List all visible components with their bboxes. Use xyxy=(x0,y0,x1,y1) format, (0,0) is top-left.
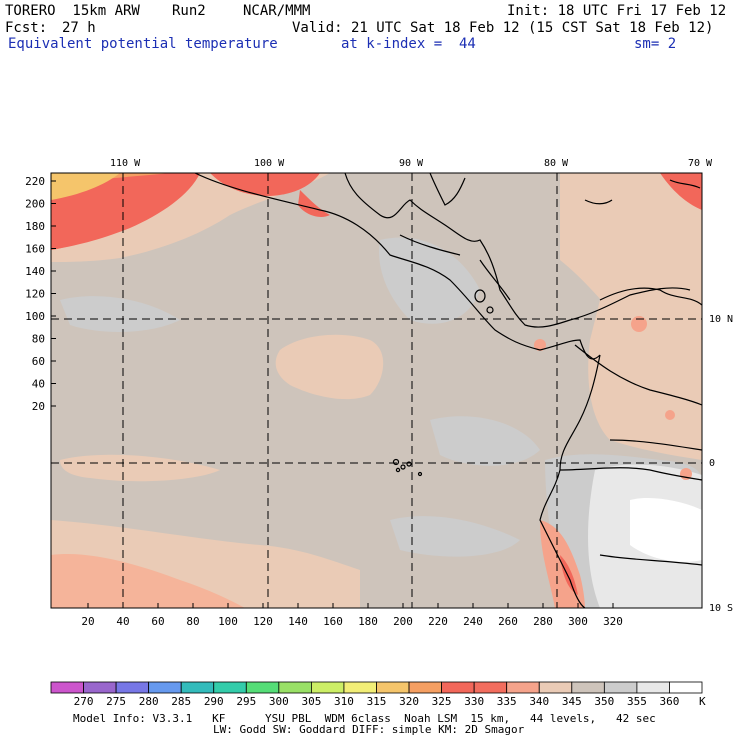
legend-swatch xyxy=(473,681,508,694)
valid-time: Valid: 21 UTC Sat 18 Feb 12 (15 CST Sat … xyxy=(292,20,714,36)
x-tick-label: 300 xyxy=(568,615,588,628)
lon-label: 80 W xyxy=(544,158,569,169)
legend-swatch xyxy=(603,681,638,694)
legend-swatch xyxy=(343,681,377,694)
legend-value: 315 xyxy=(367,695,387,708)
y-tick-label: 200 xyxy=(25,198,45,211)
field-name: Equivalent potential temperature xyxy=(8,36,278,52)
model-info-line: Model Info: V3.3.1 KF YSU PBL WDM 6class… xyxy=(73,712,656,725)
legend-value: 330 xyxy=(464,695,484,708)
x-tick-label: 20 xyxy=(81,615,94,628)
y-tick-label: 60 xyxy=(32,355,45,368)
legend-swatch xyxy=(376,681,410,694)
plot-frame xyxy=(50,172,703,609)
legend-unit: K xyxy=(699,695,706,708)
model-name: TORERO 15km ARW xyxy=(5,3,140,19)
legend-swatch xyxy=(115,681,150,694)
y-tick-label: 80 xyxy=(32,333,45,346)
y-tick-label: 160 xyxy=(25,243,45,256)
lon-label: 70 W xyxy=(688,158,713,169)
init-time: Init: 18 UTC Fri 17 Feb 12 xyxy=(507,3,727,19)
x-tick-label: 160 xyxy=(323,615,343,628)
graticule xyxy=(51,173,702,608)
legend-value: 290 xyxy=(204,695,224,708)
legend-value: 275 xyxy=(106,695,126,708)
legend-swatch xyxy=(441,681,475,694)
forecast-hours: 27 h xyxy=(62,20,96,36)
run-label: Run2 xyxy=(172,3,206,19)
legend-value: 270 xyxy=(74,695,94,708)
legend-swatch xyxy=(408,681,442,694)
lon-label: 90 W xyxy=(399,158,424,169)
legend-swatch xyxy=(310,681,345,694)
legend-value: 320 xyxy=(399,695,419,708)
lat-label: 10 S xyxy=(709,603,733,614)
x-tick-label: 220 xyxy=(428,615,448,628)
legend-value: 345 xyxy=(562,695,582,708)
y-axis-labels: 220 200 180 160 140 120 100 80 60 40 20 xyxy=(25,175,45,413)
y-tick-label: 120 xyxy=(25,288,45,301)
field-shading xyxy=(51,173,702,608)
y-tick-label: 100 xyxy=(25,310,45,323)
level-label: at k-index = 44 xyxy=(341,36,476,52)
lon-label: 100 W xyxy=(254,158,285,169)
legend-value: 305 xyxy=(301,695,321,708)
legend-swatch xyxy=(636,681,670,694)
legend-swatch xyxy=(538,681,573,694)
legend-swatch xyxy=(180,681,215,694)
legend-swatch xyxy=(245,681,280,694)
legend-swatch xyxy=(83,681,117,694)
legend-value: 350 xyxy=(594,695,614,708)
x-tick-label: 40 xyxy=(116,615,129,628)
x-tick-label: 240 xyxy=(463,615,483,628)
latitude-labels: 10 N 0 10 S xyxy=(709,314,733,614)
y-tick-label: 140 xyxy=(25,265,45,278)
legend-value: 335 xyxy=(497,695,517,708)
lon-label: 110 W xyxy=(110,158,141,169)
x-tick-label: 120 xyxy=(253,615,273,628)
y-tick-label: 40 xyxy=(32,378,45,391)
longitude-labels: 110 W 100 W 90 W 80 W 70 W xyxy=(110,158,713,169)
legend-swatch xyxy=(669,681,703,694)
x-tick-label: 280 xyxy=(533,615,553,628)
x-tick-label: 180 xyxy=(358,615,378,628)
x-tick-label: 320 xyxy=(603,615,623,628)
legend-swatch xyxy=(148,681,182,694)
x-tick-label: 200 xyxy=(393,615,413,628)
color-legend: 270 275 280 285 290 295 300 305 310 315 320 325 330 3… xyxy=(50,681,706,708)
y-tick-label: 220 xyxy=(25,175,45,188)
smoothing-label: sm= 2 xyxy=(634,36,677,52)
legend-swatch xyxy=(571,681,605,694)
x-axis-labels: 20 40 60 80 100 120 140 160 180 200 220 240 260 280 30… xyxy=(81,615,623,628)
lat-label: 0 xyxy=(709,458,715,469)
legend-value: 310 xyxy=(334,695,354,708)
legend-value: 355 xyxy=(627,695,647,708)
legend-value: 295 xyxy=(236,695,256,708)
legend-value: 340 xyxy=(529,695,549,708)
x-tick-label: 100 xyxy=(218,615,238,628)
y-tick-label: 20 xyxy=(32,400,45,413)
x-tick-label: 60 xyxy=(151,615,164,628)
org-label: NCAR/MMM xyxy=(243,3,311,19)
x-tick-label: 260 xyxy=(498,615,518,628)
legend-swatch xyxy=(50,681,84,694)
legend-swatch xyxy=(213,681,247,694)
x-tick-label: 80 xyxy=(186,615,199,628)
coastlines xyxy=(194,173,702,608)
forecast-label: Fcst: xyxy=(5,20,48,36)
lat-label: 10 N xyxy=(709,314,733,325)
y-tick-label: 180 xyxy=(25,220,45,233)
physics-info-line: LW: Godd SW: Goddard DIFF: simple KM: 2D… xyxy=(213,723,525,736)
legend-value: 325 xyxy=(432,695,452,708)
legend-value: 300 xyxy=(269,695,289,708)
legend-value: 360 xyxy=(660,695,680,708)
legend-value: 285 xyxy=(171,695,191,708)
legend-value: 280 xyxy=(139,695,159,708)
legend-swatch xyxy=(278,681,312,694)
legend-swatch xyxy=(506,681,540,694)
x-tick-label: 140 xyxy=(288,615,308,628)
